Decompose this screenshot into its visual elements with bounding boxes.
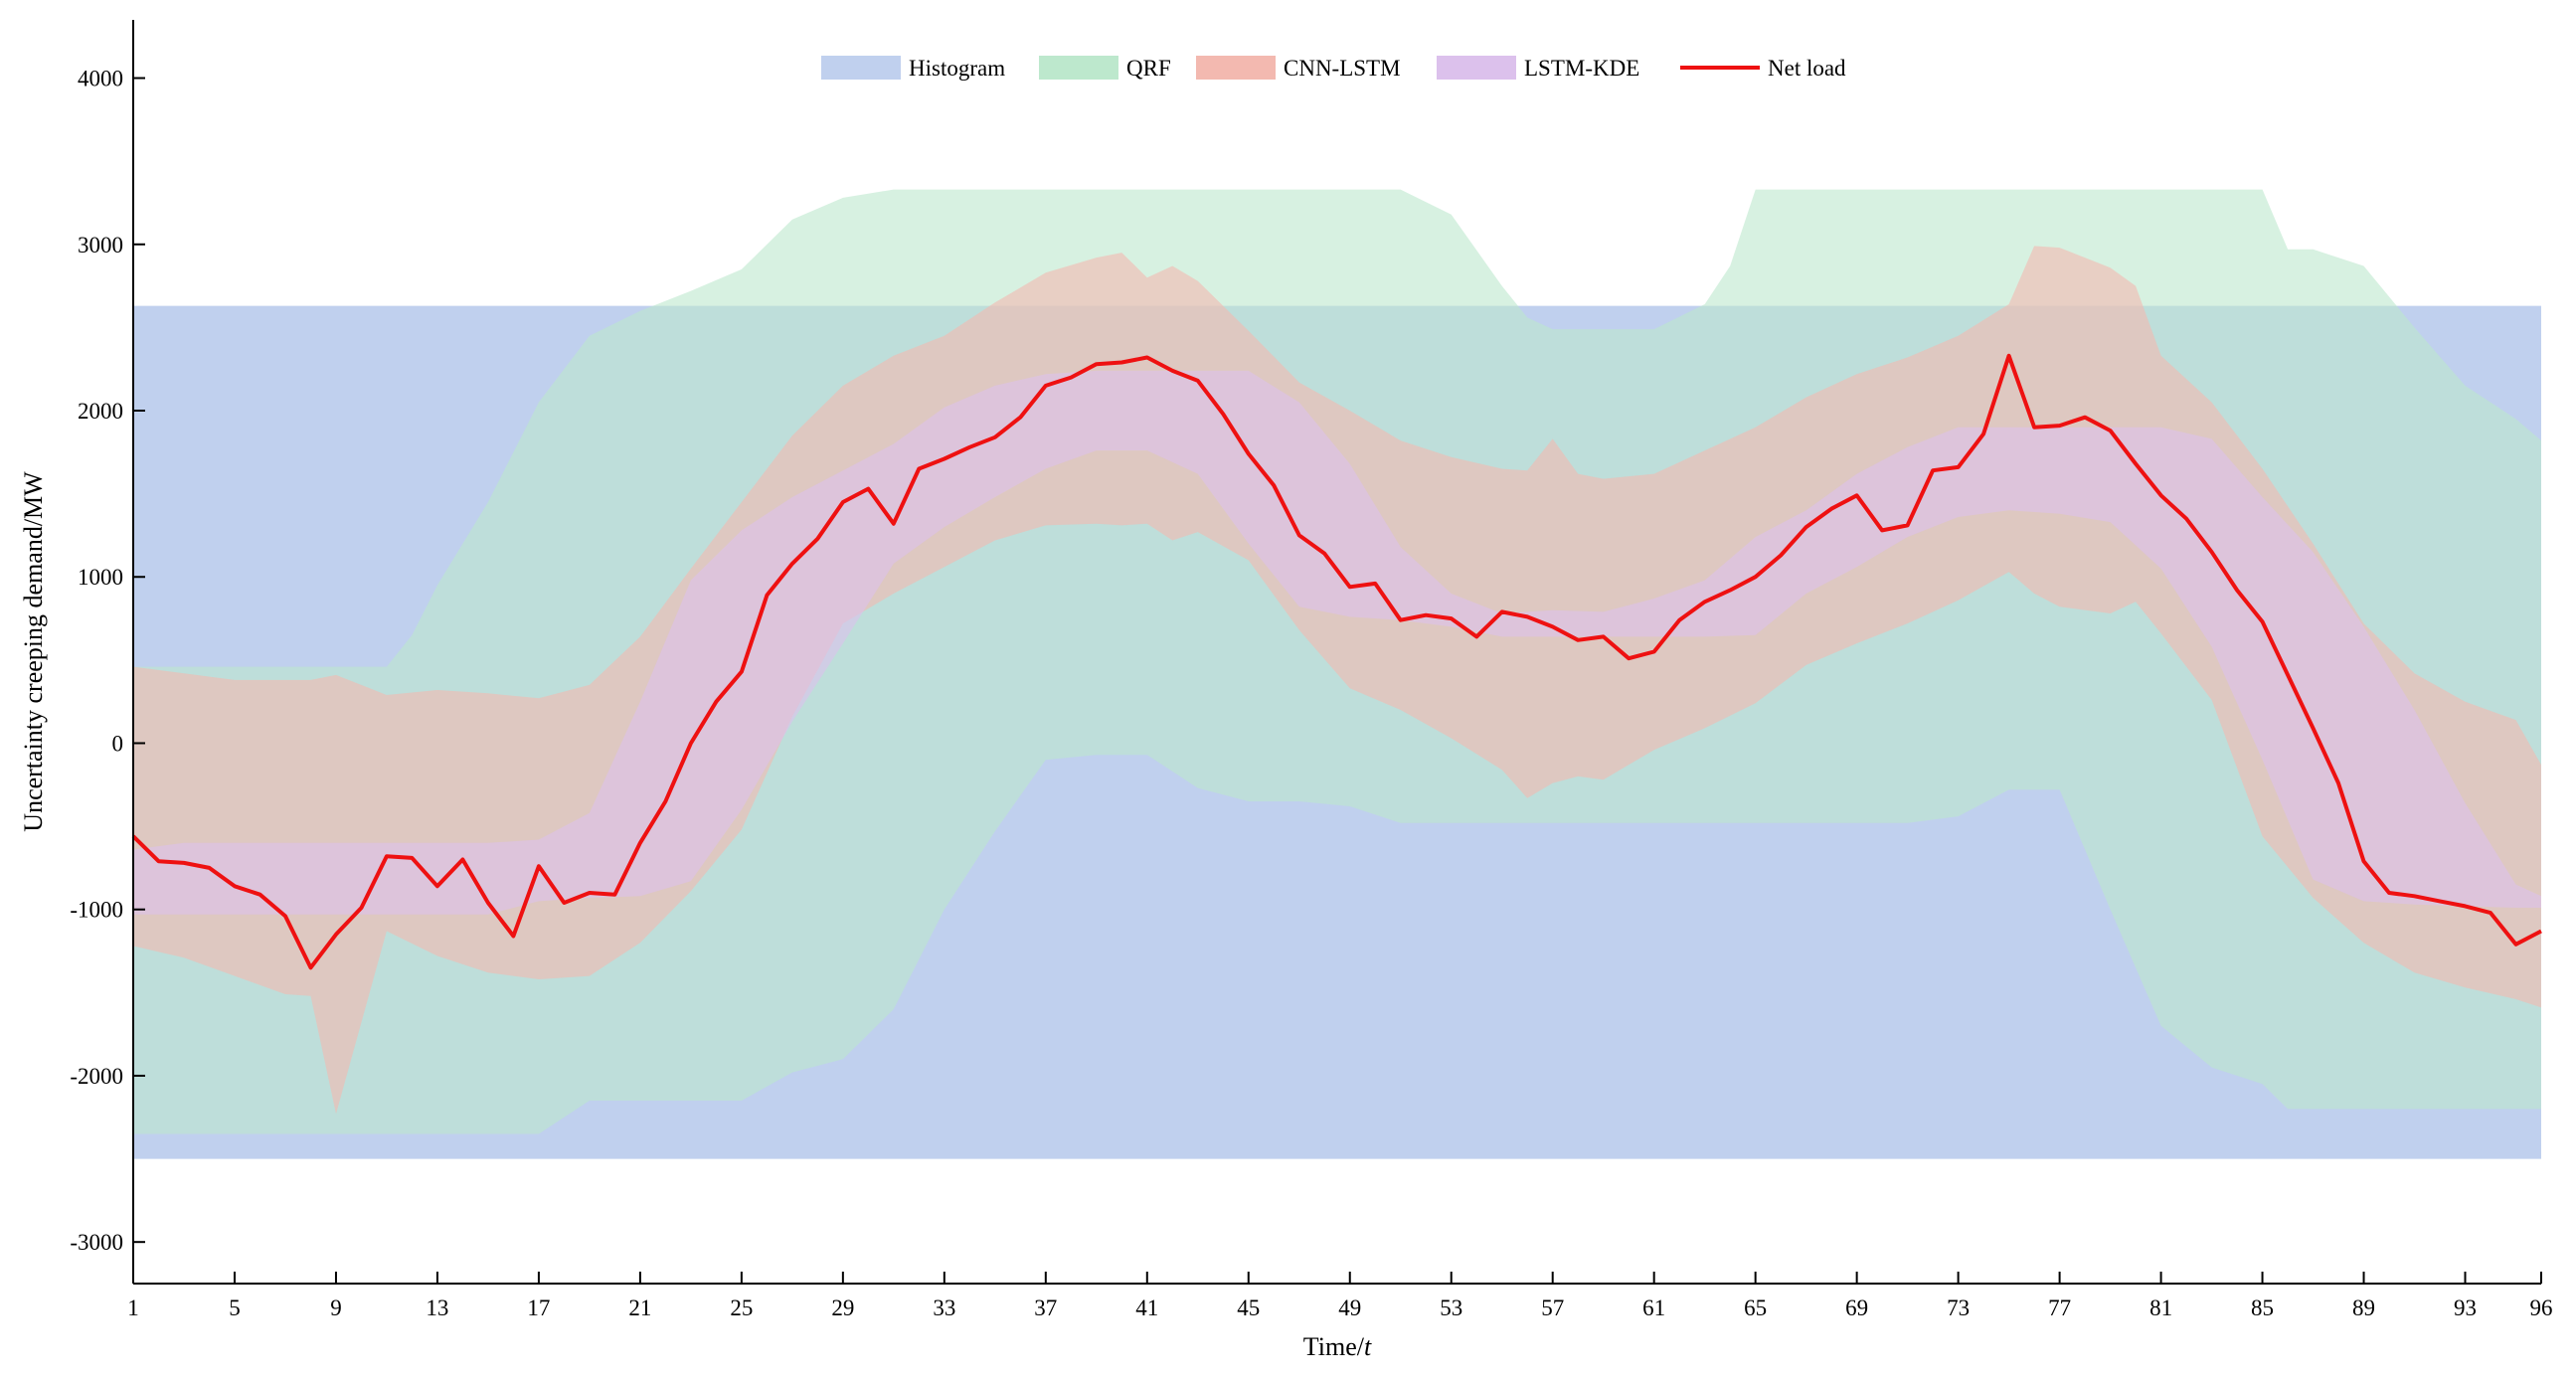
line-layer	[131, 353, 2542, 970]
x-tick-label: 33	[933, 1295, 955, 1320]
y-tick-label: 3000	[78, 233, 123, 258]
y-tick-label: 4000	[78, 67, 123, 91]
x-tick-label: 5	[229, 1295, 241, 1320]
legend-swatch	[1196, 56, 1276, 80]
x-tick-label: 9	[330, 1295, 342, 1320]
x-tick-label: 65	[1744, 1295, 1767, 1320]
x-tick-label: 17	[527, 1295, 550, 1320]
axes: 4000 3000 2000 1000 0 -1000 -2000 -3000 1 5 9 13 17 2…	[19, 20, 2553, 1361]
legend-item-lstm-kde: LSTM-KDE	[1437, 56, 1639, 81]
x-tick-label: 77	[2048, 1295, 2071, 1320]
x-tick-label: 1	[127, 1295, 139, 1320]
legend-label: LSTM-KDE	[1524, 56, 1639, 81]
legend-swatch	[1437, 56, 1516, 80]
legend-item-histogram: Histogram	[821, 56, 1005, 81]
legend-swatch	[821, 56, 901, 80]
y-tick-label: -3000	[70, 1230, 123, 1255]
y-tick-label: -2000	[70, 1064, 123, 1089]
y-tick-label: 1000	[78, 565, 123, 590]
x-tick-label: 53	[1440, 1295, 1462, 1320]
x-tick-label: 41	[1135, 1295, 1158, 1320]
y-tick-label: 0	[112, 731, 124, 756]
lstm-kde-band	[133, 370, 2541, 915]
x-tick-label: 13	[426, 1295, 448, 1320]
x-tick-label: 85	[2251, 1295, 2274, 1320]
x-tick-label: 89	[2352, 1295, 2375, 1320]
x-tick-label: 21	[628, 1295, 651, 1320]
x-axis-title: Time/t	[1303, 1332, 1372, 1361]
legend-label: CNN-LSTM	[1284, 56, 1401, 81]
legend-item-cnn-lstm: CNN-LSTM	[1196, 56, 1401, 81]
y-axis-title: Uncertainty creeping demand/MW	[19, 471, 48, 832]
x-tick-label: 96	[2530, 1295, 2553, 1320]
legend: Histogram QRF CNN-LSTM LSTM-KDE Net load	[821, 56, 1846, 81]
legend-label: Net load	[1768, 56, 1846, 81]
legend-item-net-load: Net load	[1680, 56, 1846, 81]
y-tick-label: -1000	[70, 898, 123, 923]
legend-swatch	[1039, 56, 1118, 80]
x-tick-label: 93	[2454, 1295, 2477, 1320]
legend-label: Histogram	[909, 56, 1005, 81]
x-tick-label: 49	[1338, 1295, 1361, 1320]
x-tick-label: 45	[1237, 1295, 1260, 1320]
legend-label: QRF	[1126, 56, 1171, 81]
y-tick-label: 2000	[78, 399, 123, 424]
x-tick-label: 81	[2149, 1295, 2172, 1320]
band-layer	[133, 189, 2541, 1159]
x-tick-label: 29	[831, 1295, 854, 1320]
x-tick-label: 61	[1642, 1295, 1665, 1320]
x-tick-label: 37	[1034, 1295, 1057, 1320]
x-tick-label: 69	[1845, 1295, 1868, 1320]
x-tick-label: 25	[730, 1295, 753, 1320]
x-tick-label: 73	[1947, 1295, 1970, 1320]
x-tick-label: 57	[1541, 1295, 1564, 1320]
net-load-line	[131, 353, 2542, 970]
legend-item-qrf: QRF	[1039, 56, 1171, 81]
